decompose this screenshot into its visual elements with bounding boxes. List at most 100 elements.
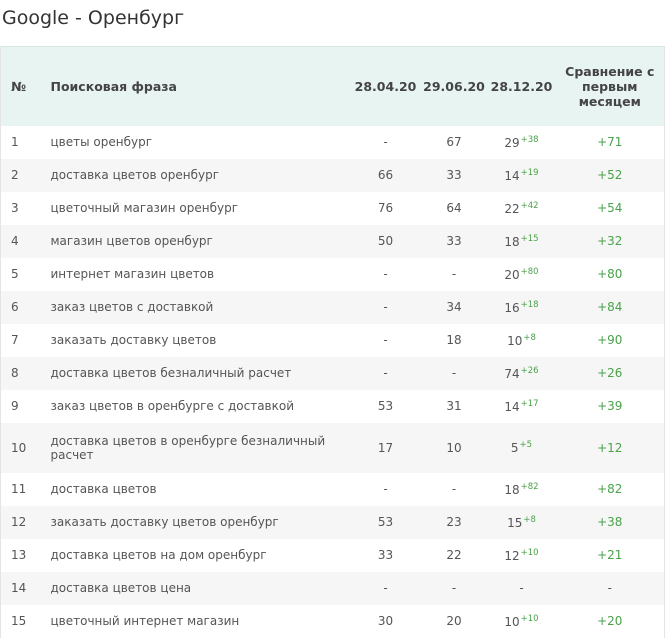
comparison-cell: +71 (597, 135, 623, 149)
table-row: 3 цветочный магазин оренбург 76 64 22+42 +54 (1, 192, 665, 225)
comparison-cell: +20 (597, 614, 623, 628)
search-phrase: заказ цветов в оренбурге с доставкой (50, 399, 295, 413)
search-phrase: доставка цветов оренбург (40, 158, 351, 192)
position-cell: 66 (350, 158, 421, 192)
row-number: 9 (11, 399, 19, 413)
position-cell: 20+80 (488, 258, 556, 291)
position-change: +10 (520, 613, 539, 624)
table-row: 10 доставка цветов в оренбурге безналичны… (0, 422, 665, 473)
search-phrase: цветочный интернет магазин (50, 614, 240, 628)
position-cell: 30 (377, 614, 394, 628)
position-cell: 14+17 (488, 390, 556, 423)
row-number: 4 (0, 224, 41, 258)
position-cell: 76 (377, 201, 394, 215)
comparison-cell: +32 (555, 224, 665, 258)
column-header: № (0, 46, 41, 126)
position-value: 12 (504, 548, 520, 563)
position-cell: 5+5 (487, 422, 556, 473)
comparison-cell: +39 (597, 399, 623, 413)
row-number: 11 (11, 482, 27, 496)
comparison-cell: +90 (597, 333, 623, 347)
table-row: 8 доставка цветов безналичный расчет - -74+… (0, 356, 665, 390)
row-number: 6 (0, 290, 41, 324)
table-row: 4 магазин цветов оренбург 50 33 18+15 +32 (0, 224, 665, 258)
position-value: 14 (504, 399, 520, 414)
comparison-cell: +54 (597, 201, 623, 215)
column-header: Поисковая фраза (40, 46, 351, 126)
position-value: 29 (504, 135, 520, 150)
position-cell: 53 (350, 505, 421, 539)
comparison-cell: +38 (555, 505, 665, 539)
position-cell: - (451, 267, 457, 281)
position-cell: 20 (446, 614, 462, 628)
position-value: - (519, 581, 524, 595)
position-change: +82 (520, 481, 539, 492)
position-cell: - (350, 290, 421, 324)
position-cell: 50 (350, 224, 421, 258)
position-cell: - (350, 571, 421, 605)
search-phrase: доставка цветов безналичный расчет (40, 356, 351, 390)
search-phrase: магазин цветов оренбург (40, 224, 351, 258)
column-header: 28.04.20 (350, 46, 421, 126)
ranking-table: № Поисковая фраза 28.04.20 29.06.20 28.12.20… (0, 46, 665, 638)
position-cell: - (350, 356, 421, 390)
position-cell: 67 (446, 135, 462, 149)
position-cell: 16+18 (487, 290, 556, 324)
position-cell: 10 (420, 422, 488, 473)
position-cell: 10+8 (488, 324, 556, 357)
position-cell: 31 (446, 399, 462, 413)
search-phrase: доставка цветов в оренбурге безналичный … (40, 422, 351, 473)
position-cell: 10+10 (488, 605, 556, 638)
table-row: 6 заказ цветов с доставкой -34 16+18 +84 (0, 290, 665, 324)
table-row: 12 заказать доставку цветов оренбург 53 23 1… (0, 505, 665, 539)
position-cell: - (383, 333, 388, 347)
table-row: 5 интернет магазин цветов - -20+80 +80 (1, 258, 665, 291)
position-cell: 18+82 (488, 473, 556, 506)
position-cell: 22 (446, 548, 462, 562)
position-cell: 53 (377, 399, 394, 413)
row-number: 2 (0, 158, 41, 192)
position-cell: 17 (350, 422, 421, 473)
search-phrase: доставка цветов (50, 482, 157, 496)
position-value: 5 (510, 441, 519, 455)
position-cell: - (420, 356, 488, 390)
position-value: 16 (504, 300, 520, 315)
page-title: Google - Оренбург (2, 7, 185, 29)
position-cell: - (383, 482, 388, 496)
row-number: 10 (0, 422, 41, 473)
comparison-cell: +80 (597, 267, 623, 281)
position-value: 10 (504, 614, 520, 629)
row-number: 13 (11, 548, 27, 562)
position-cell: 15+8 (487, 505, 556, 539)
comparison-cell: - (555, 571, 665, 605)
position-cell: 18 (446, 333, 462, 347)
position-cell: - (420, 571, 488, 605)
position-cell: 22+42 (488, 192, 556, 225)
position-cell: 74+26 (487, 356, 556, 390)
column-header: 28.12.20 (487, 46, 556, 126)
table-body: 1 цветы оренбург -67 29+38 +71 2 доставка цвет… (0, 126, 665, 638)
row-number: 7 (11, 333, 19, 347)
comparison-cell: +12 (555, 422, 665, 473)
column-header: Сравнение с первым месяцем (555, 46, 665, 126)
row-number: 14 (0, 571, 41, 605)
position-cell: - (383, 135, 388, 149)
table-row: 7 заказать доставку цветов - 18 10+8 +90 (1, 324, 665, 357)
position-change: +8 (523, 514, 536, 525)
header-row: № Поисковая фраза 28.04.20 29.06.20 28.12.20… (0, 46, 665, 126)
position-change: +26 (520, 365, 539, 376)
position-cell: 33 (377, 548, 394, 562)
position-change: +8 (523, 332, 536, 343)
table-row: 13 доставка цветов на дом оренбург 33 22 12+… (1, 539, 665, 572)
row-number: 3 (11, 201, 19, 215)
table-row: 9 заказ цветов в оренбурге с доставкой 53 3… (1, 390, 665, 423)
position-cell: 33 (420, 224, 488, 258)
search-phrase: заказ цветов с доставкой (40, 290, 351, 324)
column-header: 29.06.20 (420, 46, 488, 126)
row-number: 12 (0, 505, 41, 539)
position-cell: 29+38 (488, 126, 556, 159)
comparison-cell: +84 (555, 290, 665, 324)
position-change: +19 (520, 167, 539, 178)
search-phrase: заказать доставку цветов (50, 333, 217, 347)
